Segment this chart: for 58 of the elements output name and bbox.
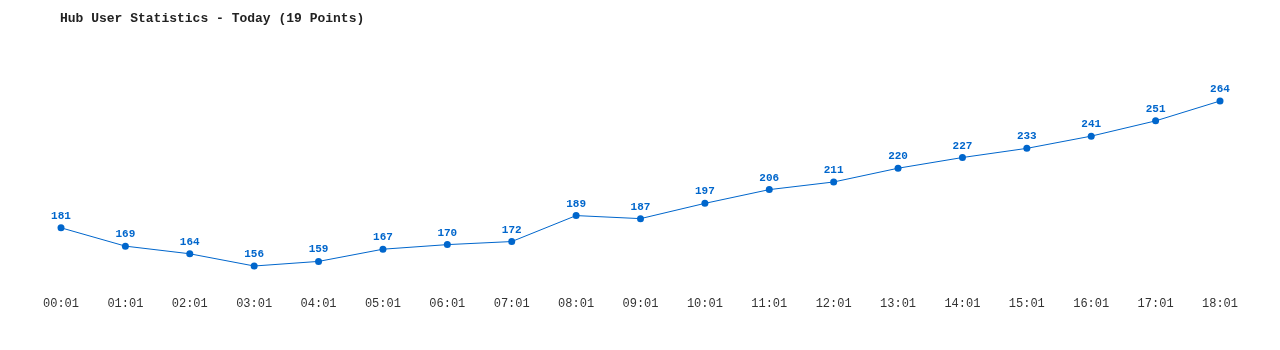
x-tick-label: 07:01 (493, 297, 530, 311)
point (508, 238, 516, 246)
data-label: 169 (115, 228, 136, 241)
chart-title: Hub User Statistics - Today (19 Points) (60, 11, 365, 26)
x-tick-label: 18:01 (1201, 297, 1239, 311)
point (637, 215, 644, 223)
data-label: 211 (823, 163, 844, 176)
data-label: 220 (888, 150, 908, 163)
x-tick-label: 05:01 (364, 297, 401, 311)
point (250, 262, 258, 270)
point (830, 178, 838, 186)
x-tick-label: 17:01 (1137, 297, 1174, 311)
point (765, 186, 773, 194)
data-label: 170 (437, 226, 458, 239)
point (1087, 132, 1095, 140)
x-tick-label: 12:01 (815, 297, 852, 311)
data-label: 187 (630, 200, 651, 213)
point (572, 212, 580, 220)
point (1023, 144, 1031, 152)
point (1152, 117, 1160, 125)
data-label: 156 (244, 248, 265, 260)
data-label: 159 (308, 243, 329, 256)
point (186, 250, 194, 258)
x-tick-label: 04:01 (300, 297, 337, 311)
data-label: 227 (952, 139, 973, 152)
x-tick-label: 01:01 (107, 297, 144, 311)
point (57, 224, 65, 232)
x-tick-label: 00:01 (42, 297, 80, 311)
point (894, 164, 902, 172)
data-label: 197 (694, 185, 715, 198)
x-tick-label: 13:01 (880, 297, 917, 311)
data-label: 181 (51, 209, 72, 222)
x-tick-label: 15:01 (1008, 297, 1045, 311)
data-label: 189 (566, 197, 587, 210)
x-tick-label: 03:01 (236, 297, 273, 311)
data-label: 172 (501, 223, 522, 236)
x-tick-label: 09:01 (622, 297, 659, 311)
x-tick-label: 10:01 (686, 297, 723, 311)
x-tick-label: 16:01 (1073, 297, 1110, 311)
data-label: 167 (373, 231, 393, 244)
x-tick-label: 14:01 (944, 297, 981, 311)
x-tick-label: 08:01 (558, 297, 595, 311)
data-label: 241 (1081, 118, 1102, 131)
point (958, 154, 966, 162)
data-label: 164 (179, 235, 201, 248)
x-tick-label: 06:01 (429, 297, 466, 311)
point (701, 199, 709, 207)
x-tick-label: 11:01 (751, 297, 788, 311)
data-label: 264 (1210, 83, 1231, 95)
point (1216, 97, 1224, 105)
point (315, 257, 323, 265)
point (121, 242, 129, 250)
x-tick-label: 02:01 (171, 297, 208, 311)
point (379, 245, 387, 253)
data-label: 233 (1016, 130, 1038, 143)
data-label: 251 (1145, 102, 1166, 115)
data-label: 206 (759, 171, 780, 184)
point (443, 241, 451, 249)
